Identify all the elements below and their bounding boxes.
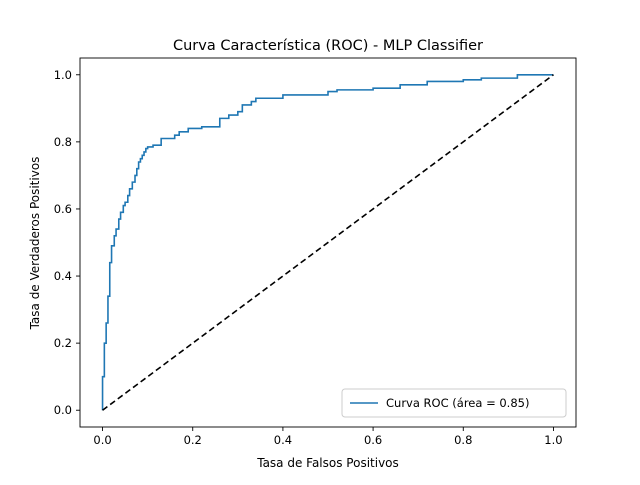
x-axis-label: Tasa de Falsos Positivos (256, 456, 399, 470)
chart-title: Curva Característica (ROC) - MLP Classif… (173, 38, 483, 54)
y-tick-label: 0.0 (54, 403, 72, 417)
x-tick-label: 0.4 (274, 433, 292, 447)
x-tick-label: 0.2 (184, 433, 202, 447)
legend-box (341, 388, 567, 418)
x-tick-label: 1.0 (544, 433, 562, 447)
x-tick-label: 0.8 (454, 433, 472, 447)
y-tick-label: 0.8 (54, 135, 72, 149)
y-tick-label: 0.4 (54, 269, 72, 283)
y-tick-label: 0.2 (54, 336, 72, 350)
legend: Curva ROC (área = 0.85) (341, 388, 567, 418)
legend-label: Curva ROC (área = 0.85) (386, 396, 529, 410)
roc-curve-line (101, 73, 554, 411)
chance-diagonal-line (102, 74, 554, 411)
axes-frame (79, 57, 577, 428)
plot-area (101, 73, 554, 411)
y-tick-label: 1.0 (54, 68, 72, 82)
y-axis-label: Tasa de Verdaderos Positivos (28, 157, 42, 331)
y-tick-label: 0.6 (54, 202, 72, 216)
axis-ticks: 0.0 0.2 0.4 0.6 0.8 1.0 0.0 0.2 0.4 0.6 0.8 1.0 (54, 68, 563, 447)
x-tick-label: 0.6 (364, 433, 382, 447)
x-tick-label: 0.0 (93, 433, 111, 447)
